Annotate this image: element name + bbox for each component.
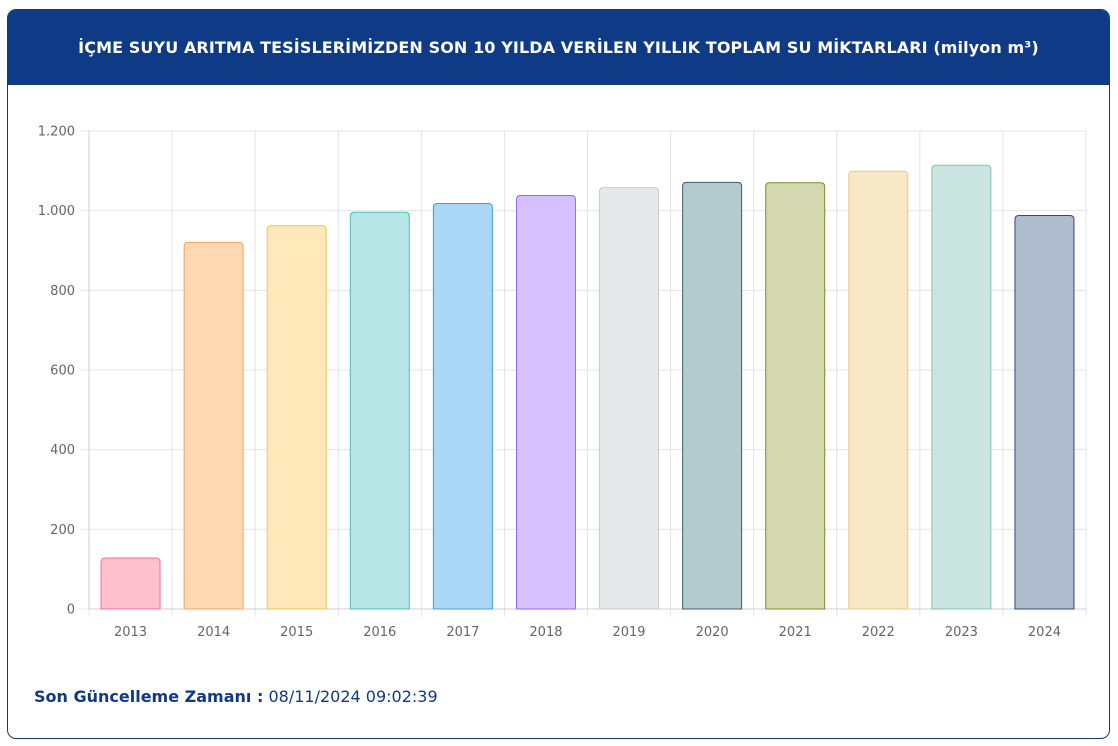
bar-2024 — [1014, 214, 1075, 610]
bar-2023 — [931, 164, 992, 610]
y-tick-label: 800 — [50, 284, 75, 299]
x-tick-label: 2018 — [529, 625, 562, 640]
bar-2019 — [599, 187, 660, 610]
y-tick-label: 200 — [50, 523, 75, 538]
bar-chart: 0 200 400 600 800 1.000 1.200 2013 2014 2015 2016 2… — [38, 125, 1087, 640]
chart-card: İÇME SUYU ARITMA TESİSLERİMİZDEN SON 10 … — [7, 9, 1110, 739]
last-updated-label: Son Güncelleme Zamanı : — [34, 687, 264, 706]
x-tick-label: 2013 — [114, 625, 147, 640]
x-tick-label: 2020 — [696, 625, 729, 640]
last-updated-value: 08/11/2024 09:02:39 — [268, 687, 438, 706]
x-tick-label: 2014 — [197, 625, 230, 640]
x-tick-label: 2017 — [446, 625, 479, 640]
x-tick-label: 2016 — [363, 625, 396, 640]
bar-2021 — [765, 182, 826, 610]
y-tick-label: 1.000 — [38, 204, 75, 219]
chart-title: İÇME SUYU ARITMA TESİSLERİMİZDEN SON 10 … — [78, 38, 1039, 57]
chart-header: İÇME SUYU ARITMA TESİSLERİMİZDEN SON 10 … — [8, 10, 1109, 85]
x-tick-label: 2021 — [779, 625, 812, 640]
chart-area: 0 200 400 600 800 1.000 1.200 2013 2014 2015 2016 2… — [8, 85, 1109, 645]
bar-2016 — [349, 211, 410, 610]
y-tick-label: 400 — [50, 443, 75, 458]
bar-2022 — [848, 170, 909, 610]
y-tick-label: 600 — [50, 364, 75, 379]
x-tick-label: 2024 — [1028, 625, 1061, 640]
bar-2013 — [100, 557, 161, 610]
bar-2017 — [432, 202, 493, 610]
x-tick-label: 2019 — [612, 625, 645, 640]
x-tick-label: 2023 — [945, 625, 978, 640]
x-tick-label: 2015 — [280, 625, 313, 640]
bar-2014 — [183, 242, 244, 610]
y-tick-label: 0 — [67, 603, 75, 618]
last-updated: Son Güncelleme Zamanı : 08/11/2024 09:02… — [34, 687, 438, 706]
x-tick-label: 2022 — [862, 625, 895, 640]
bar-2015 — [266, 225, 327, 610]
bar-2018 — [515, 195, 576, 610]
bar-2020 — [682, 181, 743, 610]
y-tick-label: 1.200 — [38, 125, 75, 140]
